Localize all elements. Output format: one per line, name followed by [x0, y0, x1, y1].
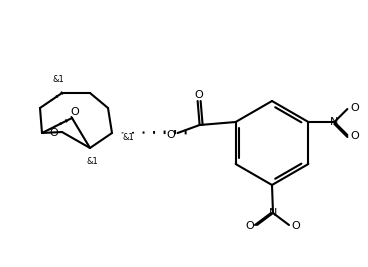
Text: O: O — [50, 128, 59, 138]
Text: O: O — [350, 131, 359, 141]
Text: N: N — [330, 117, 339, 127]
Text: O: O — [166, 130, 175, 140]
Text: O: O — [291, 221, 300, 231]
Text: O: O — [194, 90, 203, 100]
Text: &1: &1 — [52, 74, 64, 84]
Text: &1: &1 — [86, 158, 98, 167]
Text: &1: &1 — [122, 132, 134, 142]
Text: O: O — [245, 221, 254, 231]
Text: O: O — [71, 107, 79, 117]
Text: N: N — [269, 208, 277, 218]
Text: O: O — [350, 103, 359, 113]
